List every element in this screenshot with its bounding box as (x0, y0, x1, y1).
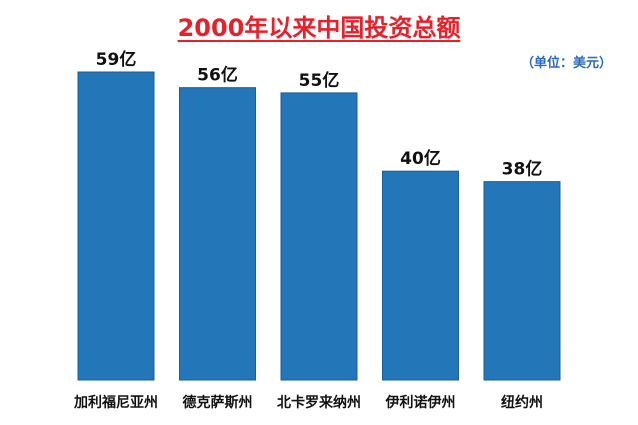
data-label-2: 55亿 (299, 70, 340, 91)
bar-2 (280, 92, 358, 381)
data-label-0: 59亿 (96, 49, 137, 70)
bar-3 (382, 170, 459, 381)
unit-note: （单位：美元） (520, 56, 612, 71)
category-label-4: 纽约州 (501, 394, 543, 411)
data-label-4: 38亿 (502, 159, 543, 180)
bar-1 (179, 87, 256, 381)
category-label-0: 加利福尼亚州 (73, 394, 158, 411)
category-label-2: 北卡罗来纳州 (277, 394, 361, 411)
chart-title: 2000年以来中国投资总额 (177, 14, 461, 42)
bar-4 (483, 181, 561, 381)
bar-0 (77, 71, 155, 381)
data-label-1: 56亿 (197, 65, 238, 86)
category-label-3: 伊利诺伊州 (385, 394, 456, 411)
data-label-3: 40亿 (400, 148, 441, 169)
category-label-1: 德克萨斯州 (183, 394, 253, 411)
